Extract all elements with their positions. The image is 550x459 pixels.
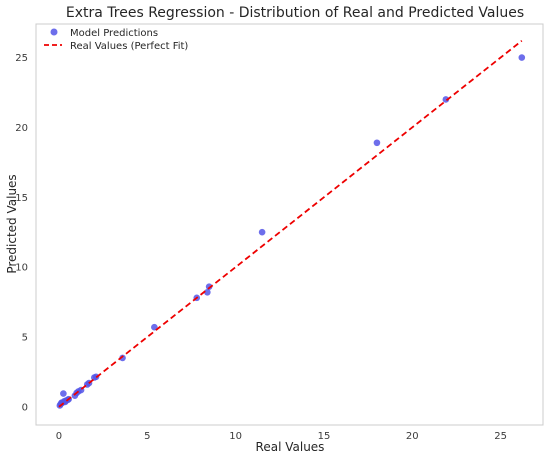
y-tick-label: 25 (15, 53, 28, 64)
legend-marker-model-predictions (50, 28, 58, 36)
chart-title: Extra Trees Regression - Distribution of… (66, 5, 524, 21)
scatter-point (204, 288, 211, 296)
x-axis-ticks: 0 5 10 15 20 25 (56, 431, 507, 442)
y-axis-label: Predicted Values (5, 174, 19, 273)
scatter-point (373, 139, 381, 147)
y-axis-ticks: 0 5 10 15 20 25 (15, 53, 28, 413)
scatter-point (205, 283, 213, 290)
legend-label-model-predictions: Model Predictions (70, 28, 158, 39)
y-tick-label: 0 (22, 402, 28, 413)
y-tick-label: 5 (22, 332, 28, 343)
x-axis-label: Real Values (256, 440, 325, 454)
scatter-point (442, 96, 450, 103)
chart-marks (56, 40, 526, 409)
x-tick-label: 0 (56, 431, 62, 442)
y-tick-label: 15 (15, 193, 28, 204)
legend: Model Predictions Real Values (Perfect F… (44, 28, 188, 52)
y-tick-label: 10 (15, 263, 28, 274)
scatter-point (60, 390, 67, 397)
scatter-point (151, 323, 158, 331)
x-tick-label: 10 (229, 431, 242, 442)
scatter-point (518, 54, 526, 61)
perfect-fit-line (58, 40, 523, 408)
legend-label-perfect-fit: Real Values (Perfect Fit) (70, 41, 188, 52)
x-tick-label: 5 (144, 431, 150, 442)
scatter-point (258, 228, 266, 236)
x-tick-label: 25 (494, 431, 507, 442)
y-tick-label: 20 (15, 123, 28, 134)
x-tick-label: 15 (318, 431, 331, 442)
x-tick-label: 20 (406, 431, 419, 442)
scatter-point (119, 354, 126, 362)
